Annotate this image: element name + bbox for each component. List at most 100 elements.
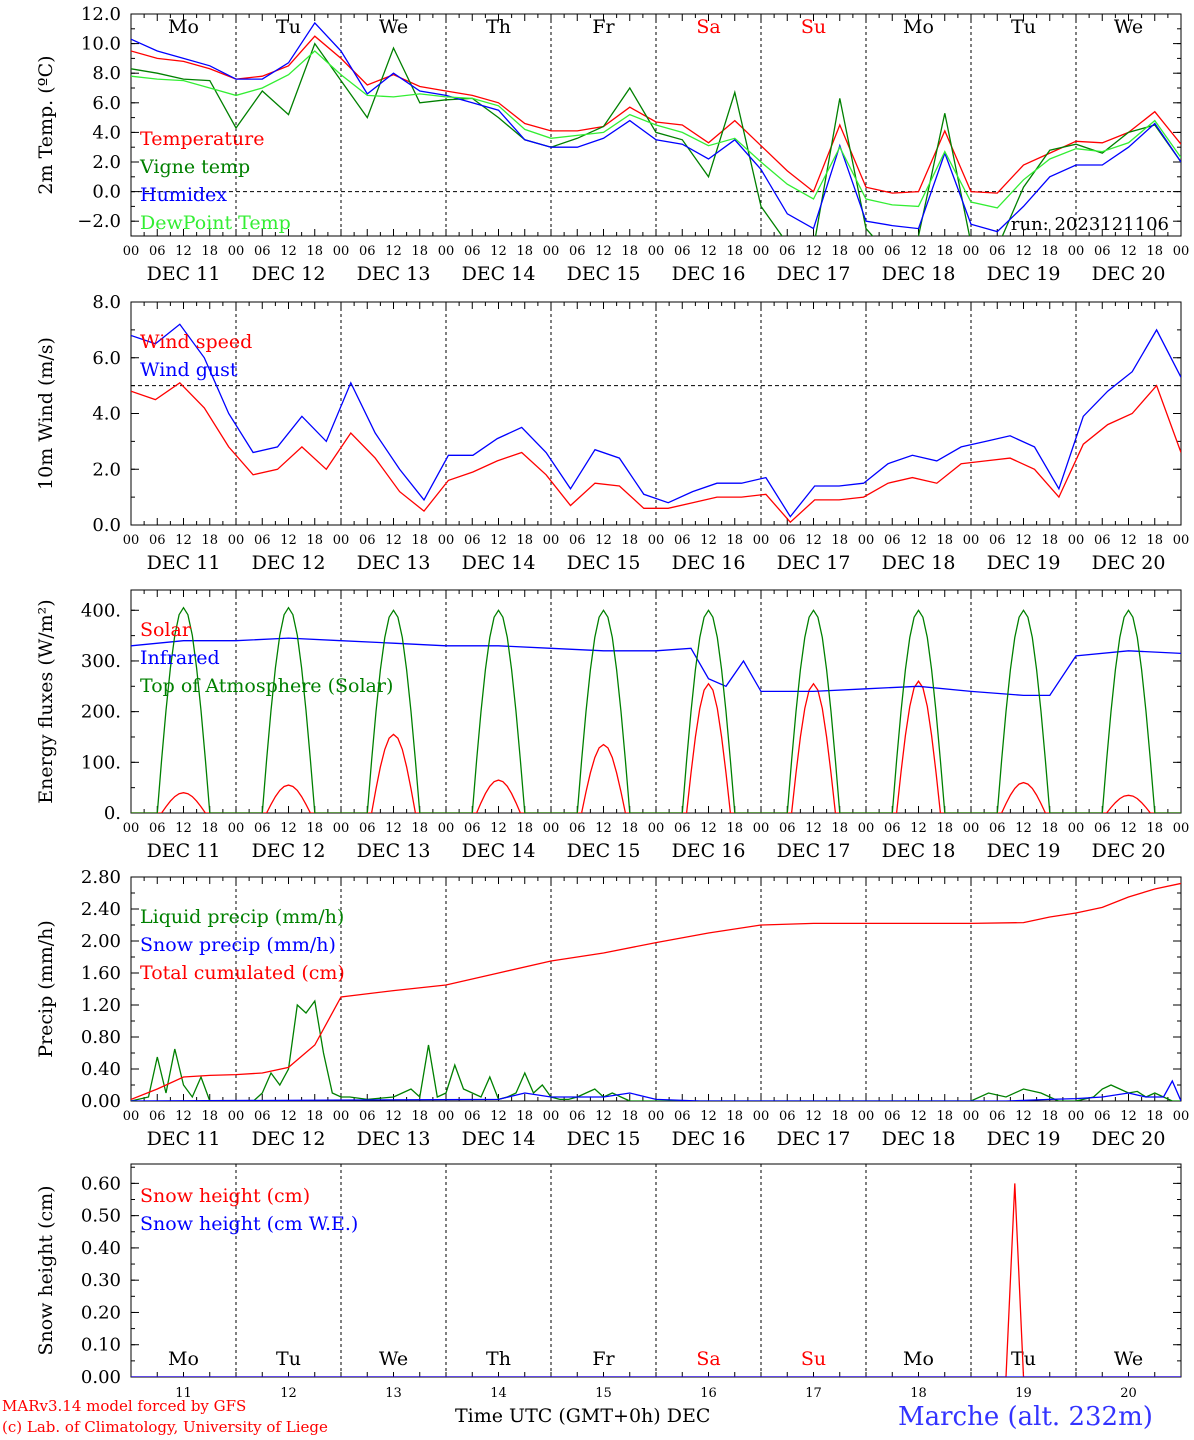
legend-entry: Wind speed [140,331,252,353]
day-tick-label: DEC 20 [1092,552,1166,574]
y-tick-label: 0.0 [92,182,121,203]
y-tick-label: 6.0 [92,348,121,369]
hour-tick-label: 12 [1015,821,1032,836]
y-tick-label: 0.0 [92,515,121,536]
weekday-label: Th [486,16,511,38]
hour-tick-label: 06 [254,1109,271,1124]
series-line-solar [131,680,1181,813]
series-line-vigne-temp [131,42,1181,236]
hour-tick-label: 00 [1173,533,1190,548]
hour-tick-label: 00 [963,244,980,259]
day-number-label: 13 [385,1386,402,1401]
weekday-label: Fr [592,16,615,38]
series-line-temperature [131,35,1181,194]
weekday-label: Mo [168,1348,199,1370]
weekday-label: Mo [168,16,199,38]
hour-tick-label: 06 [674,533,691,548]
series-line-snow-precip-mm-h- [131,1079,1181,1101]
hour-tick-label: 00 [1173,244,1190,259]
hour-tick-label: 12 [490,244,507,259]
hour-tick-label: 06 [1094,244,1111,259]
hour-tick-label: 00 [648,533,665,548]
y-tick-label: 0.00 [81,1091,121,1112]
legend-entry: Top of Atmosphere (Solar) [140,675,393,697]
y-axis-label: Energy fluxes (W/m²) [35,599,57,803]
day-tick-label: DEC 12 [252,840,326,862]
hour-tick-label: 06 [359,821,376,836]
hour-tick-label: 12 [595,533,612,548]
hour-tick-label: 06 [464,244,481,259]
hour-tick-label: 18 [726,533,743,548]
hour-tick-label: 18 [621,244,638,259]
hour-tick-label: 06 [569,1109,586,1124]
hour-tick-label: 18 [621,533,638,548]
hour-tick-label: 00 [858,533,875,548]
hour-tick-label: 06 [464,821,481,836]
hour-tick-label: 12 [490,533,507,548]
hour-tick-label: 00 [438,244,455,259]
series-group [131,323,1181,524]
hour-tick-label: 18 [621,1109,638,1124]
day-tick-label: DEC 19 [987,1128,1061,1150]
y-tick-label: 0.60 [81,1173,121,1194]
hour-tick-label: 18 [516,244,533,259]
y-tick-label: 0. [104,803,121,824]
y-tick-label: 0.10 [81,1335,121,1356]
day-tick-label: DEC 13 [357,552,431,574]
hour-tick-label: 06 [1094,1109,1111,1124]
legend-entry: Temperature [140,128,264,150]
weekday-label: We [1114,16,1143,38]
hour-tick-label: 00 [228,533,245,548]
hour-tick-label: 12 [700,244,717,259]
hour-tick-label: 12 [700,533,717,548]
hour-tick-label: 12 [175,1109,192,1124]
y-tick-label: 12.0 [81,4,121,25]
y-tick-label: 2.00 [81,931,121,952]
hour-tick-label: 12 [175,533,192,548]
legend-entry: Snow precip (mm/h) [140,934,336,956]
hour-tick-label: 12 [385,1109,402,1124]
y-axis-label: 2m Temp. (ºC) [35,55,57,194]
hour-tick-label: 12 [805,821,822,836]
series-line-wind-speed [131,381,1181,524]
hour-tick-label: 06 [359,244,376,259]
hour-tick-label: 18 [1146,533,1163,548]
hour-tick-label: 12 [910,244,927,259]
series-line-wind-gust [131,323,1181,518]
hour-tick-label: 06 [359,533,376,548]
hour-tick-label: 06 [884,244,901,259]
hour-tick-label: 18 [411,821,428,836]
hour-tick-label: 18 [306,244,323,259]
hour-tick-label: 06 [779,821,796,836]
day-tick-label: DEC 16 [672,263,746,285]
hour-tick-label: 12 [1120,533,1137,548]
hour-tick-label: 00 [963,1109,980,1124]
hour-tick-label: 12 [385,821,402,836]
hour-tick-label: 06 [989,821,1006,836]
y-tick-label: 8.0 [92,63,121,84]
y-axis-label: Precip (mm/h) [35,920,57,1058]
hour-tick-label: 12 [910,533,927,548]
hour-tick-label: 12 [910,821,927,836]
series-group [131,21,1181,236]
hour-tick-label: 18 [1146,1109,1163,1124]
hour-tick-label: 18 [831,244,848,259]
hour-tick-label: 06 [569,821,586,836]
hour-tick-label: 00 [648,244,665,259]
y-tick-label: 100. [81,752,121,773]
day-tick-label: DEC 16 [672,1128,746,1150]
hour-tick-label: 06 [254,821,271,836]
hour-tick-label: 18 [1041,1109,1058,1124]
y-tick-label: 0.00 [81,1367,121,1388]
weekday-label: Tu [276,1348,301,1370]
day-number-label: 17 [805,1386,822,1401]
hour-tick-label: 00 [1068,821,1085,836]
hour-tick-label: 18 [411,244,428,259]
day-tick-label: DEC 12 [252,1128,326,1150]
hour-tick-label: 00 [753,244,770,259]
day-tick-label: DEC 15 [567,840,641,862]
hour-tick-label: 18 [201,1109,218,1124]
y-tick-label: 2.0 [92,152,121,173]
y-tick-label: 0.30 [81,1270,121,1291]
